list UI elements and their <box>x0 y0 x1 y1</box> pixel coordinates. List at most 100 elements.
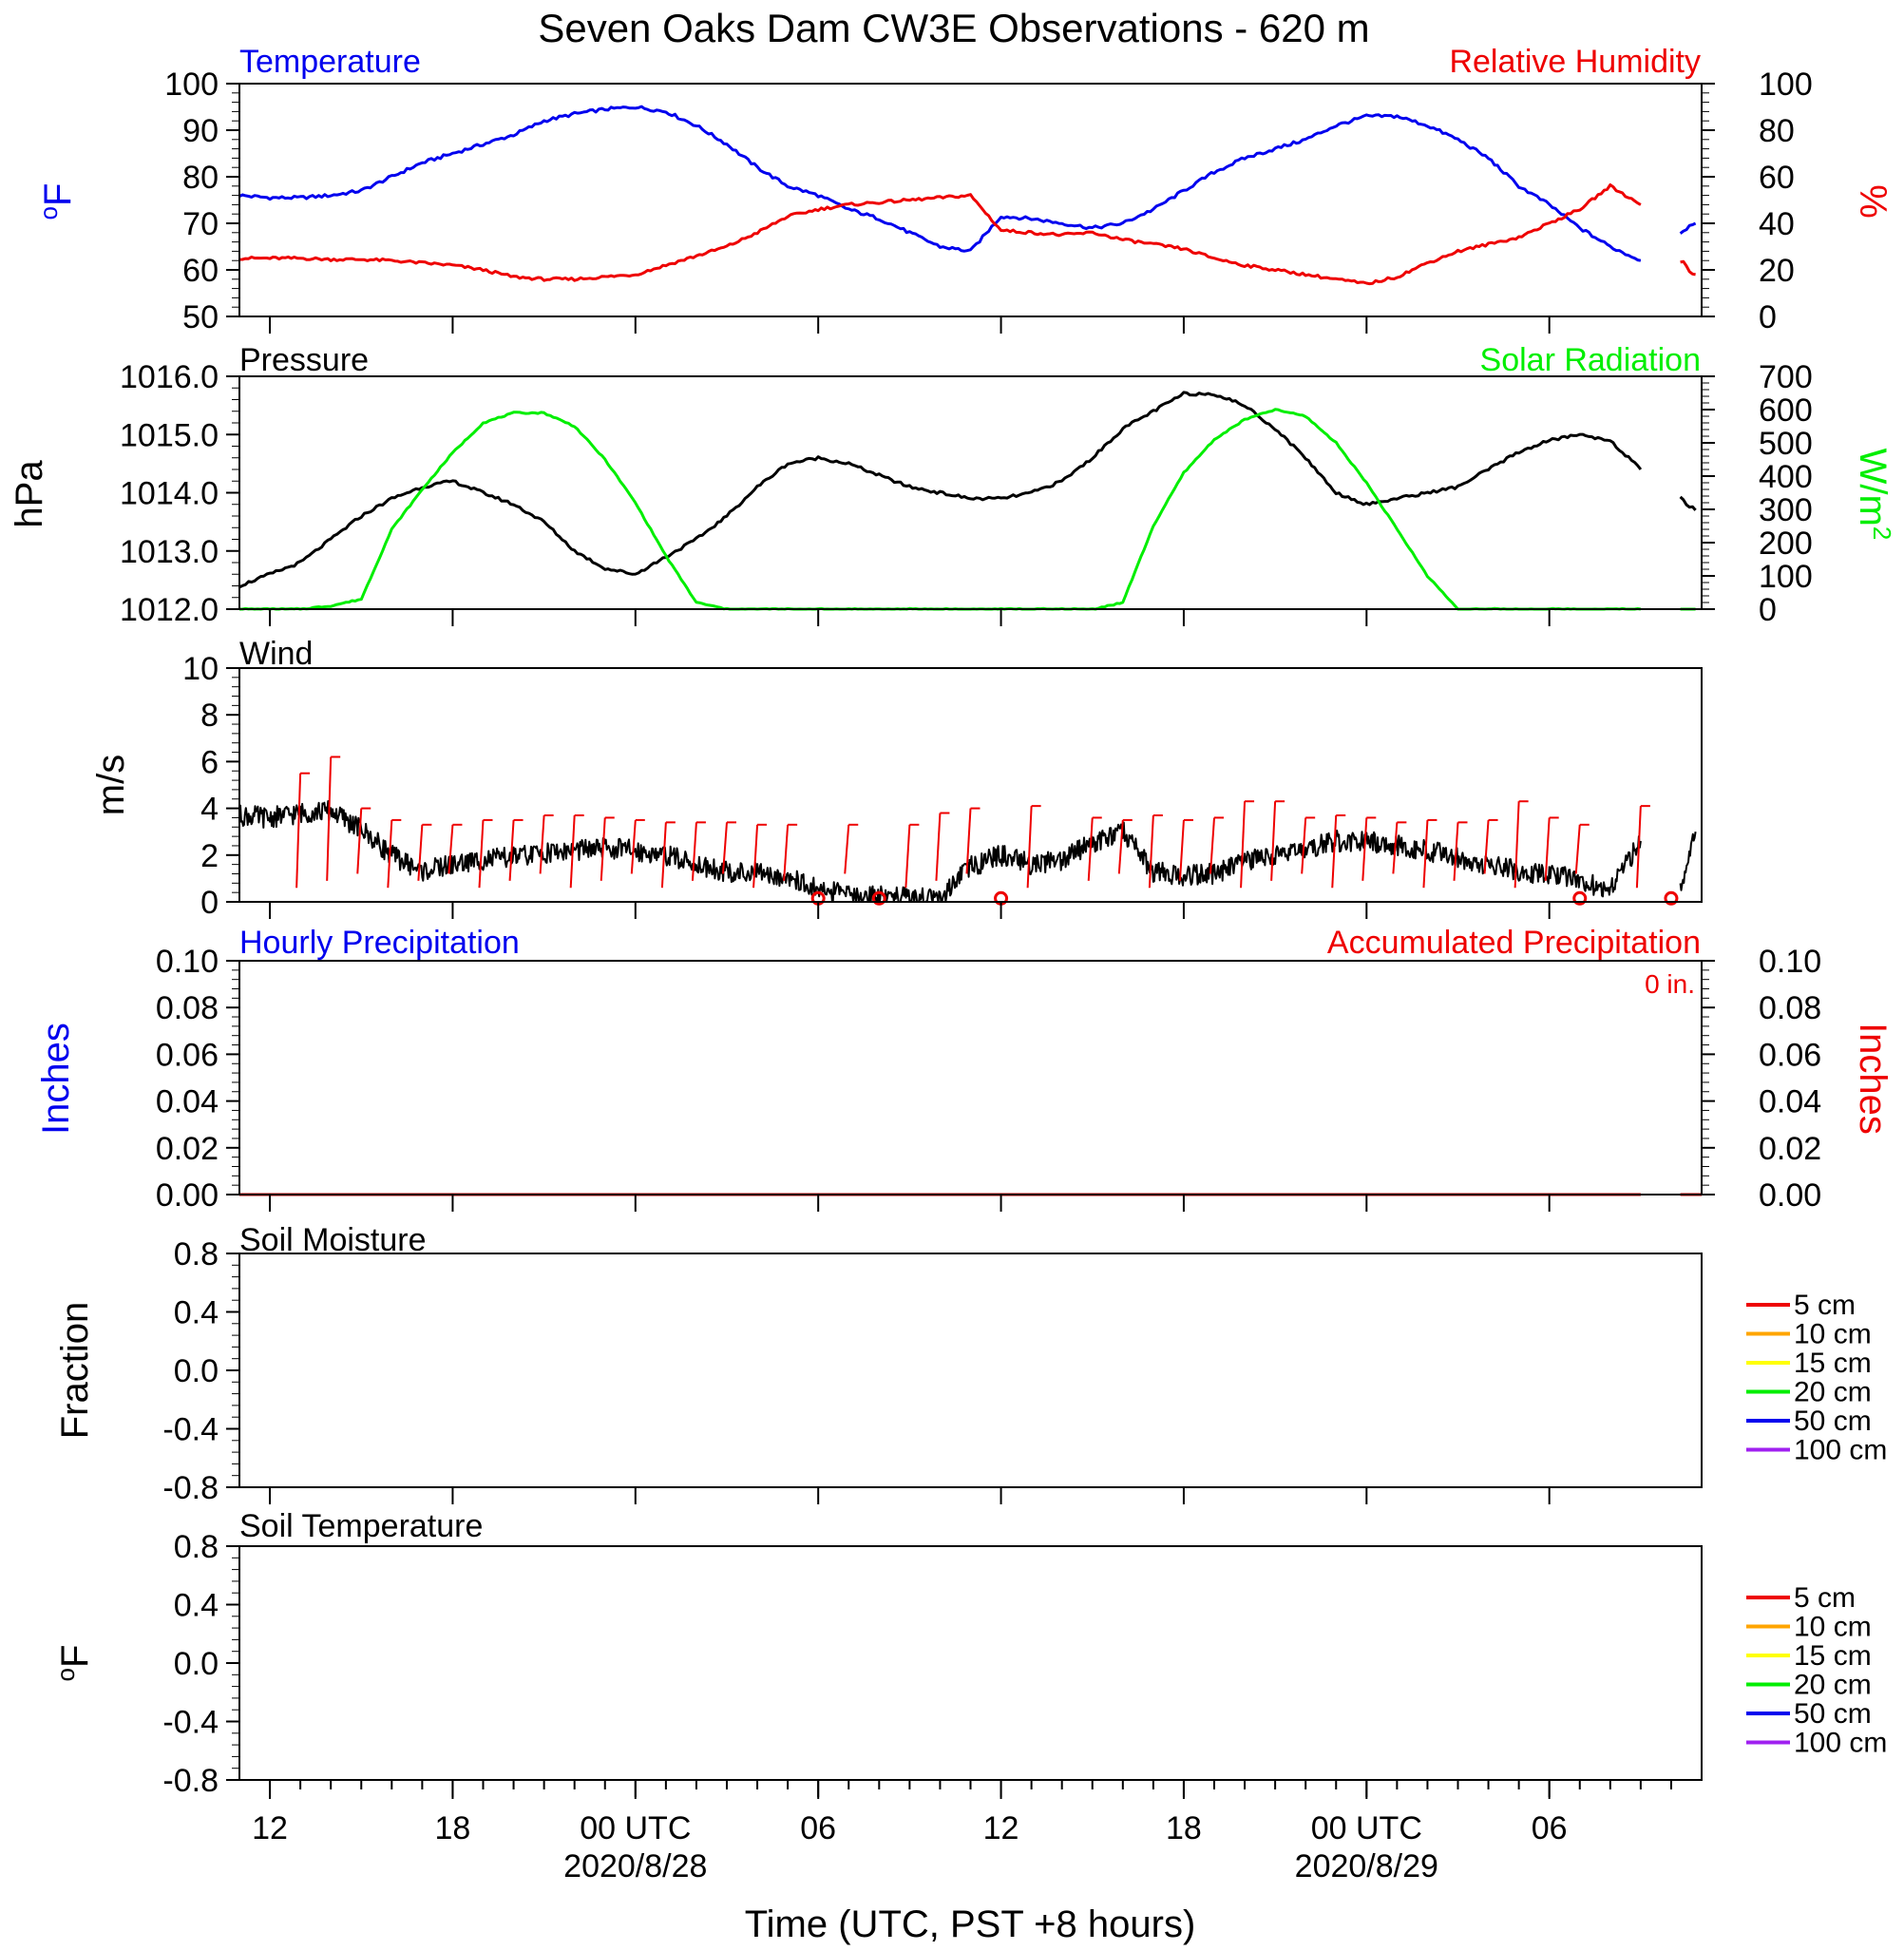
wind-barb <box>1178 819 1185 881</box>
legend-label: 20 cm <box>1794 1377 1872 1408</box>
wind-tick-label: 8 <box>200 698 219 734</box>
pressure-tick-label: 1013.0 <box>120 534 219 570</box>
wind-barb <box>1087 817 1094 881</box>
y-axis-label-hourly-precip: Inches <box>35 1023 77 1135</box>
pressure-tick-label: 1012.0 <box>120 592 219 628</box>
accum-precip-tick-label: 0.06 <box>1759 1037 1821 1073</box>
legend-label: 50 cm <box>1794 1406 1872 1437</box>
panel-title-hourly-precip: Hourly Precipitation <box>239 925 520 961</box>
legend-label: 50 cm <box>1794 1698 1872 1730</box>
temp-rh-plot-area <box>238 105 1697 286</box>
calm-wind-marker <box>1572 890 1588 906</box>
wind-barb <box>630 819 637 874</box>
humidity-tick-label: 40 <box>1759 206 1795 242</box>
panel-temperature-humidity: Temperature Relative Humidity oF % 100 90… <box>34 44 1894 335</box>
soil-moisture-tick-label: 0.0 <box>174 1353 219 1389</box>
temperature-tick-label: 80 <box>182 160 219 196</box>
wind-barb <box>783 824 790 881</box>
temperature-tick-label: 90 <box>182 113 219 149</box>
soil-temperature-tick-label: 0.8 <box>174 1529 219 1565</box>
x-date-label: 2020/8/28 <box>563 1848 707 1884</box>
wind-barb <box>1635 806 1642 889</box>
panel-soil-temperature: Soil Temperature oF 0.8 0.4 0.0 -0.4 -0.8 5 … <box>51 1508 1887 1799</box>
hourly-precip-tick-label: 0.10 <box>156 944 219 980</box>
panel-wind: Wind m/s 10 8 6 4 2 0 <box>90 636 1703 921</box>
wind-barb <box>1361 817 1368 881</box>
soil-temperature-tick-label: 0.0 <box>174 1646 219 1682</box>
x-tick-label: 18 <box>435 1810 471 1846</box>
solar-tick-label: 400 <box>1759 459 1813 495</box>
pressure-tick-label: 1016.0 <box>120 359 219 395</box>
soil-moisture-tick-label: -0.8 <box>162 1470 219 1506</box>
y-axis-label-pressure: hPa <box>9 460 50 528</box>
panel-title-soil-temperature: Soil Temperature <box>239 1508 483 1544</box>
x-tick-label: 00 UTC <box>1311 1810 1422 1846</box>
calm-wind-marker <box>871 890 886 906</box>
wind-barb <box>935 813 942 881</box>
wind-barb <box>1117 819 1124 874</box>
wind-barb <box>447 824 454 874</box>
wind-tick-label: 6 <box>200 744 219 780</box>
legend-label: 10 cm <box>1794 1319 1872 1350</box>
panel-frame <box>238 1253 1703 1488</box>
soil-temperature-tick-label: 0.4 <box>174 1588 219 1624</box>
pressure-series <box>1679 495 1697 511</box>
figure-title: Seven Oaks Dam CW3E Observations - 620 m <box>538 6 1369 50</box>
temperature-tick-label: 50 <box>182 299 219 335</box>
solar-tick-label: 0 <box>1759 592 1777 628</box>
wind-barb <box>326 756 333 881</box>
relative-humidity-series <box>1680 259 1696 277</box>
panel-title-pressure: Pressure <box>239 342 369 378</box>
y-axis-label-soil-temperature: oF <box>51 1645 96 1682</box>
humidity-tick-label: 100 <box>1759 67 1813 103</box>
accum-precip-tick-label: 0.08 <box>1759 990 1821 1026</box>
y-axis-label-humidity: % <box>1852 184 1894 219</box>
pressure-tick-label: 1014.0 <box>120 476 219 512</box>
legend-label: 15 cm <box>1794 1640 1872 1672</box>
panel-precipitation: Hourly Precipitation Accumulated Precipi… <box>35 925 1894 1214</box>
wind-barb <box>1544 817 1551 881</box>
wind-barb <box>1453 822 1459 881</box>
panel-title-solar-radiation: Solar Radiation <box>1480 342 1701 378</box>
wind-speed-series <box>1679 832 1697 891</box>
wind-barb <box>722 822 728 874</box>
soil-moisture-tick-label: -0.4 <box>162 1412 219 1448</box>
wind-barb <box>1209 817 1215 874</box>
x-tick-label: 12 <box>983 1810 1019 1846</box>
relative-humidity-series <box>238 183 1642 286</box>
panel-title-relative-humidity: Relative Humidity <box>1449 44 1701 80</box>
pressure-solar-plot-area <box>238 391 1697 611</box>
panel-soil-moisture: Soil Moisture Fraction 0.8 0.4 0.0 -0.4 -0.8… <box>54 1222 1887 1506</box>
panel-title-temperature: Temperature <box>239 44 421 80</box>
wind-barb <box>752 824 759 889</box>
wind-barb <box>1483 819 1490 874</box>
wind-barb <box>295 773 302 889</box>
hourly-precip-tick-label: 0.08 <box>156 990 219 1026</box>
y-axis-label-accum-precip: Inches <box>1852 1023 1894 1135</box>
wind-tick-label: 0 <box>200 885 219 921</box>
x-tick-label: 06 <box>800 1810 836 1846</box>
x-tick-label: 12 <box>252 1810 288 1846</box>
accum-precip-tick-label: 0.02 <box>1759 1131 1821 1167</box>
panel-title-accumulated-precip: Accumulated Precipitation <box>1327 925 1701 961</box>
panel-frame <box>238 960 1703 1195</box>
wind-barb <box>508 819 515 881</box>
wind-barb <box>1331 814 1338 889</box>
temperature-tick-label: 70 <box>182 206 219 242</box>
panel-pressure-solar: Pressure Solar Radiation hPa W/m2 1016.0… <box>9 342 1896 628</box>
panel-frame <box>238 1545 1703 1781</box>
wind-plot-area <box>238 756 1697 906</box>
accum-precip-tick-label: 0.00 <box>1759 1177 1821 1214</box>
accum-precip-tick-label: 0.10 <box>1759 944 1821 980</box>
accum-precip-tick-label: 0.04 <box>1759 1084 1821 1120</box>
humidity-tick-label: 80 <box>1759 113 1795 149</box>
wind-barb <box>1574 824 1581 874</box>
wind-barb <box>660 822 667 889</box>
solar-tick-label: 200 <box>1759 526 1813 562</box>
wind-barb <box>1422 819 1429 889</box>
temperature-tick-label: 60 <box>182 253 219 289</box>
soil-temperature-tick-label: -0.8 <box>162 1763 219 1799</box>
wind-tick-label: 10 <box>182 651 219 687</box>
